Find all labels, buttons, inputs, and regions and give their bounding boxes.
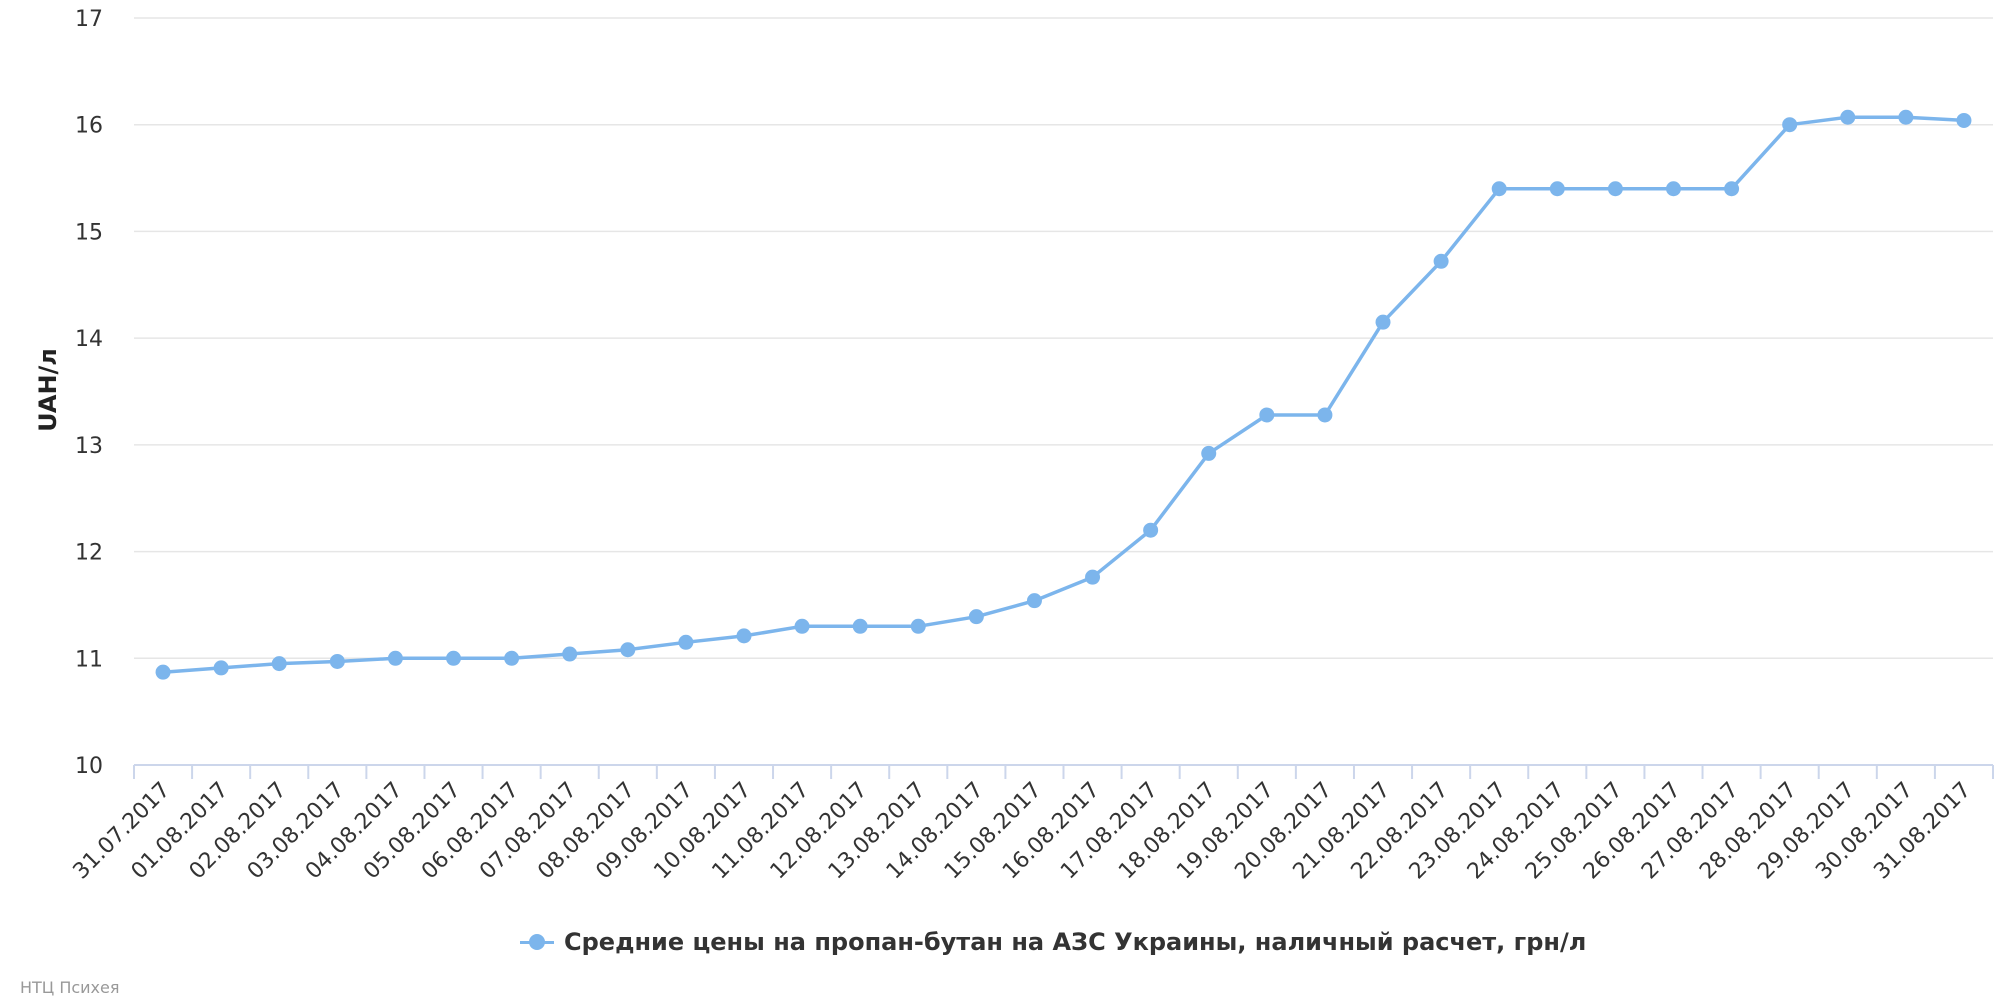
y-tick-label: 15 (75, 220, 103, 245)
data-points (155, 109, 1972, 680)
data-point[interactable] (1607, 181, 1623, 197)
y-axis-title: UAH/л (34, 348, 62, 432)
y-tick-label: 10 (75, 754, 103, 779)
data-point[interactable] (620, 642, 636, 658)
data-point[interactable] (1956, 112, 1972, 128)
data-point[interactable] (329, 653, 345, 669)
legend-item[interactable]: Средние цены на пропан-бутан на АЗС Укра… (520, 928, 1586, 956)
data-point[interactable] (736, 628, 752, 644)
data-point[interactable] (1026, 593, 1042, 609)
data-point[interactable] (1898, 109, 1914, 125)
data-point[interactable] (1549, 181, 1565, 197)
data-point[interactable] (562, 646, 578, 662)
y-axis-ticks: 10 11 12 13 14 15 16 17 (75, 7, 103, 779)
y-tick-label: 16 (75, 114, 103, 139)
y-tick-label: 17 (75, 7, 103, 32)
x-axis: 31.07.201701.08.201702.08.201703.08.2017… (69, 764, 1994, 884)
data-point[interactable] (387, 650, 403, 666)
series-line (162, 115, 1965, 674)
data-point[interactable] (968, 609, 984, 625)
data-point[interactable] (1259, 407, 1275, 423)
y-tick-label: 14 (75, 327, 103, 352)
data-point[interactable] (1201, 445, 1217, 461)
y-tick-label: 13 (75, 434, 103, 459)
legend-marker-icon (520, 932, 554, 952)
data-point[interactable] (446, 650, 462, 666)
data-point[interactable] (1143, 522, 1159, 538)
y-tick-label: 11 (75, 647, 103, 672)
data-point[interactable] (1085, 569, 1101, 585)
legend-label: Средние цены на пропан-бутан на АЗС Укра… (564, 928, 1587, 956)
data-point[interactable] (1491, 181, 1507, 197)
data-point[interactable] (213, 660, 229, 676)
data-point[interactable] (910, 618, 926, 634)
data-point[interactable] (155, 664, 171, 680)
data-point[interactable] (1724, 181, 1740, 197)
data-point[interactable] (1317, 407, 1333, 423)
data-point[interactable] (678, 634, 694, 650)
data-point[interactable] (271, 656, 287, 672)
data-point[interactable] (1433, 253, 1449, 269)
y-tick-label: 12 (75, 541, 103, 566)
grid-lines (134, 17, 1993, 766)
data-point[interactable] (1665, 181, 1681, 197)
data-point[interactable] (1375, 314, 1391, 330)
data-point[interactable] (1782, 117, 1798, 133)
data-point[interactable] (1840, 109, 1856, 125)
credits: НТЦ Психея (20, 978, 120, 997)
data-point[interactable] (852, 618, 868, 634)
data-point[interactable] (794, 618, 810, 634)
data-point[interactable] (504, 650, 520, 666)
